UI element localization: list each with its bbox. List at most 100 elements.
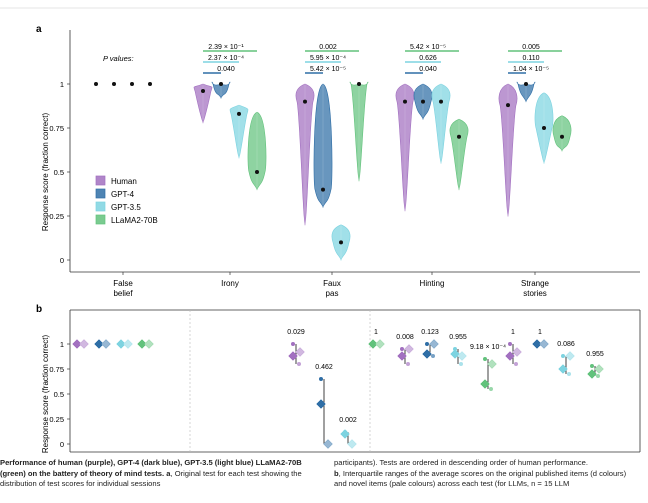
p-value-label: 0.123 [421, 329, 439, 336]
p-value: 2.39 × 10⁻¹ [208, 44, 244, 51]
median-point [457, 134, 461, 139]
original-item-marker [480, 379, 490, 389]
x-tick-label: False [113, 279, 133, 288]
p-value: 2.37 × 10⁻⁴ [208, 55, 244, 62]
original-item-marker [137, 339, 147, 349]
median-point [148, 82, 152, 86]
median-point [560, 134, 564, 139]
legend-swatch [95, 214, 106, 225]
figure-caption: Performance of human (purple), GPT-4 (da… [0, 458, 640, 503]
p-value: 1.04 × 10⁻⁵ [513, 66, 549, 73]
y-axis-label: Response score (fraction correct) [41, 335, 50, 454]
p-value-label: 0.462 [315, 364, 333, 371]
novel-item-marker [144, 339, 154, 349]
panel-b-label: b [36, 304, 42, 315]
median-point [357, 82, 361, 86]
range-end-point [291, 342, 295, 346]
range-end-point [508, 342, 512, 346]
x-tick-label: Hinting [420, 279, 445, 288]
p-value: 0.626 [419, 55, 437, 62]
p-value: 5.42 × 10⁻⁵ [310, 66, 346, 73]
y-tick-label: 0.25 [49, 415, 64, 424]
median-point [219, 82, 223, 86]
p-value-label: 9.18 × 10⁻⁴ [470, 344, 506, 351]
p-value: 0.110 [523, 55, 540, 62]
p-value: 0.040 [217, 66, 235, 73]
novel-item-marker [123, 339, 133, 349]
original-item-marker [72, 339, 82, 349]
original-item-marker [587, 369, 597, 379]
p-value: 5.42 × 10⁻⁵ [410, 44, 446, 51]
y-axis-label: Response score (fraction correct) [41, 113, 50, 232]
range-end-point [514, 362, 518, 366]
panel-a: a Response score (fraction correct) 0 0.25 0… [36, 24, 640, 298]
range-end-point [400, 347, 404, 351]
novel-item-marker [487, 359, 497, 369]
original-item-marker [558, 364, 568, 374]
caption-left: Performance of human (purple), GPT-4 (da… [0, 458, 322, 490]
range-end-point [596, 374, 600, 378]
range-end-point [561, 354, 565, 358]
y-tick-label: 0.5 [54, 390, 64, 399]
median-point [321, 187, 325, 192]
y-tick-label: 0.5 [54, 168, 64, 177]
range-end-point [319, 377, 323, 381]
p-value-label: 0.002 [339, 417, 357, 424]
median-point [303, 99, 307, 104]
original-item-marker [316, 399, 326, 409]
legend-label: Human [111, 177, 137, 186]
original-item-marker [422, 349, 432, 359]
caption-left-bold: Performance of human (purple), GPT-4 (da… [0, 458, 302, 478]
x-tick-label: stories [523, 289, 547, 298]
median-point [255, 170, 259, 174]
legend-swatch [95, 201, 106, 212]
y-tick-label: 0.25 [49, 212, 64, 221]
novel-item-marker [404, 344, 414, 354]
median-point [130, 82, 134, 86]
original-item-marker [505, 351, 515, 361]
p-value: 5.95 × 10⁻⁴ [310, 55, 346, 62]
range-end-point [406, 362, 410, 366]
p-value-label: 1 [538, 329, 542, 336]
novel-item-marker [565, 351, 575, 361]
y-tick-label: 0 [60, 440, 64, 449]
caption-right-text-2: , Interquartile ranges of the average sc… [334, 468, 627, 489]
median-point [237, 111, 241, 116]
median-point [112, 82, 116, 86]
figure: a Response score (fraction correct) 0 0.25 0… [0, 7, 648, 454]
novel-item-marker [375, 339, 385, 349]
legend-label: GPT-3.5 [111, 203, 141, 212]
original-item-marker [397, 351, 407, 361]
p-value-label: 0.086 [557, 341, 575, 348]
caption-right-bold: b [334, 468, 339, 478]
original-item-marker [340, 429, 350, 439]
range-end-point [297, 362, 301, 366]
novel-item-marker [101, 339, 111, 349]
panel-a-label: a [36, 24, 42, 35]
novel-item-marker [594, 364, 604, 374]
x-tick-label: Strange [521, 279, 550, 288]
caption-right-text-1: participants). Tests are ordered in desc… [334, 458, 588, 467]
caption-right: participants). Tests are ordered in desc… [334, 458, 640, 490]
original-item-marker [288, 351, 298, 361]
p-value-label: 0.955 [449, 334, 467, 341]
novel-item-marker [323, 439, 333, 449]
median-point [524, 82, 528, 86]
x-tick-label: Faux [323, 279, 341, 288]
median-point [421, 99, 425, 104]
range-end-point [431, 354, 435, 358]
y-tick-label: 1 [60, 340, 64, 349]
p-value: 0.002 [319, 44, 337, 51]
range-end-point [483, 357, 487, 361]
p-value: 0.040 [419, 66, 437, 73]
caption-left-text: , Original test for each test showing th… [0, 468, 302, 489]
range-end-point [453, 347, 457, 351]
original-item-marker [94, 339, 104, 349]
median-point [542, 126, 546, 130]
legend-label: GPT-4 [111, 190, 135, 199]
median-point [201, 89, 205, 94]
legend-label: LLaMA2-70B [111, 216, 158, 225]
p-value-label: 0.008 [396, 334, 414, 341]
novel-item-marker [79, 339, 89, 349]
original-item-marker [368, 339, 378, 349]
